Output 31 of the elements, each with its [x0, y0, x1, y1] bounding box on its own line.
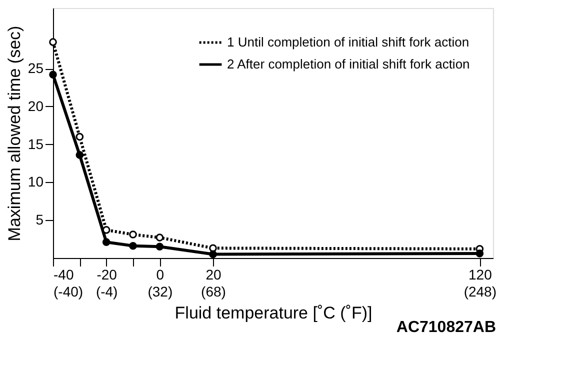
point [49, 70, 57, 79]
x2-tick-label: (68) [201, 284, 226, 300]
y-tick-label: 10 [28, 174, 44, 190]
y-tick-label: 15 [28, 136, 44, 152]
y-tick-label: 20 [28, 98, 44, 114]
x2-tick-label: (-40) [54, 284, 84, 300]
legend-label: 1 Until completion of initial shift fork action [227, 34, 470, 50]
legend-label: 2 After completion of initial shift fork action [227, 56, 470, 72]
point [129, 230, 137, 238]
point [156, 234, 164, 242]
x-tick-label: 0 [156, 266, 164, 282]
x-tick-label: -20 [96, 266, 118, 282]
text: AC710827AB [396, 319, 496, 336]
point [209, 250, 217, 258]
point [102, 238, 110, 246]
x-tick-label: 20 [206, 266, 222, 282]
point [49, 38, 57, 46]
x2-tick-label: (32) [148, 284, 173, 300]
point [476, 250, 484, 258]
x2-tick-label: (248) [464, 284, 497, 300]
x-tick-label: -40 [54, 266, 74, 282]
x-tick-label: 120 [468, 266, 492, 282]
point [129, 242, 137, 250]
y-tick-label: 5 [36, 212, 44, 228]
y-tick-label: 25 [28, 60, 44, 76]
point [156, 242, 164, 251]
point [76, 151, 84, 159]
point [76, 132, 84, 141]
x2-tick-label: (-4) [96, 284, 118, 300]
y-axis-title: Maximum allowed time (sec) [4, 26, 24, 242]
x-axis-title: Fluid temperature [˚C (˚F)] [174, 304, 372, 322]
